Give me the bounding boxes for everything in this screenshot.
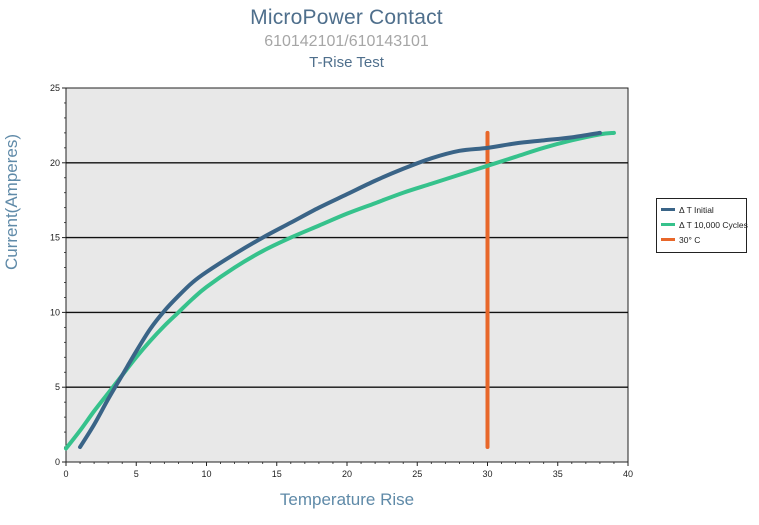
y-tick-label: 0	[55, 457, 60, 467]
series-line-initial	[78, 130, 602, 450]
legend-swatch	[661, 208, 675, 211]
x-tick-label: 30	[482, 469, 492, 479]
legend: Δ T Initial Δ T 10,000 Cycles 30° C	[656, 198, 748, 253]
x-tick-label: 35	[553, 469, 563, 479]
y-tick-label: 20	[50, 158, 60, 168]
x-tick-label: 40	[623, 469, 633, 479]
chart-subtitle: 610142101/610143101	[264, 33, 429, 50]
legend-label: 30° C	[679, 234, 701, 245]
legend-item-cycles: Δ T 10,000 Cycles	[661, 217, 748, 232]
legend-item-initial: Δ T Initial	[661, 202, 742, 217]
y-tick-label: 15	[50, 233, 60, 243]
x-tick-label: 10	[201, 469, 211, 479]
legend-item-30c: 30° C	[661, 232, 742, 247]
y-tick-label: 10	[50, 307, 60, 317]
chart-title: MicroPower Contact	[250, 6, 443, 29]
legend-swatch	[661, 223, 675, 226]
x-tick-label: 0	[63, 469, 68, 479]
x-tick-label: 15	[272, 469, 282, 479]
x-tick-label: 25	[412, 469, 422, 479]
legend-label: Δ T Initial	[679, 204, 714, 215]
y-tick-label: 5	[55, 382, 60, 392]
y-axis-label: Current(Amperes)	[2, 133, 21, 270]
x-tick-label: 20	[342, 469, 352, 479]
plot-area	[65, 87, 629, 463]
x-tick-label: 5	[134, 469, 139, 479]
legend-label: Δ T 10,000 Cycles	[679, 219, 748, 230]
legend-swatch	[661, 238, 675, 241]
chart-subtitle-test: T-Rise Test	[309, 54, 384, 71]
x-axis-label: Temperature Rise	[279, 490, 415, 509]
y-tick-label: 25	[50, 83, 60, 93]
